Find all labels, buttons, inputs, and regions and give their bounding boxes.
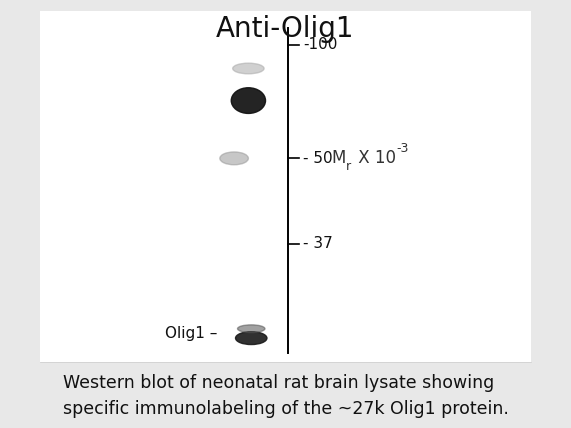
Ellipse shape — [220, 152, 248, 165]
Ellipse shape — [236, 332, 267, 345]
Text: r: r — [345, 160, 351, 173]
Text: X 10: X 10 — [353, 149, 396, 167]
Text: - 37: - 37 — [303, 236, 333, 252]
FancyBboxPatch shape — [0, 362, 571, 428]
Text: - 50: - 50 — [303, 151, 333, 166]
Text: Western blot of neonatal rat brain lysate showing
specific immunolabeling of the: Western blot of neonatal rat brain lysat… — [63, 374, 508, 417]
Ellipse shape — [231, 88, 266, 113]
Text: -100: -100 — [303, 37, 337, 53]
Text: Olig1 –: Olig1 – — [164, 326, 217, 342]
Text: Anti-Olig1: Anti-Olig1 — [216, 15, 355, 43]
Text: M: M — [331, 149, 345, 167]
Text: -3: -3 — [397, 143, 409, 155]
Ellipse shape — [238, 325, 265, 333]
FancyBboxPatch shape — [40, 11, 531, 362]
Ellipse shape — [233, 63, 264, 74]
